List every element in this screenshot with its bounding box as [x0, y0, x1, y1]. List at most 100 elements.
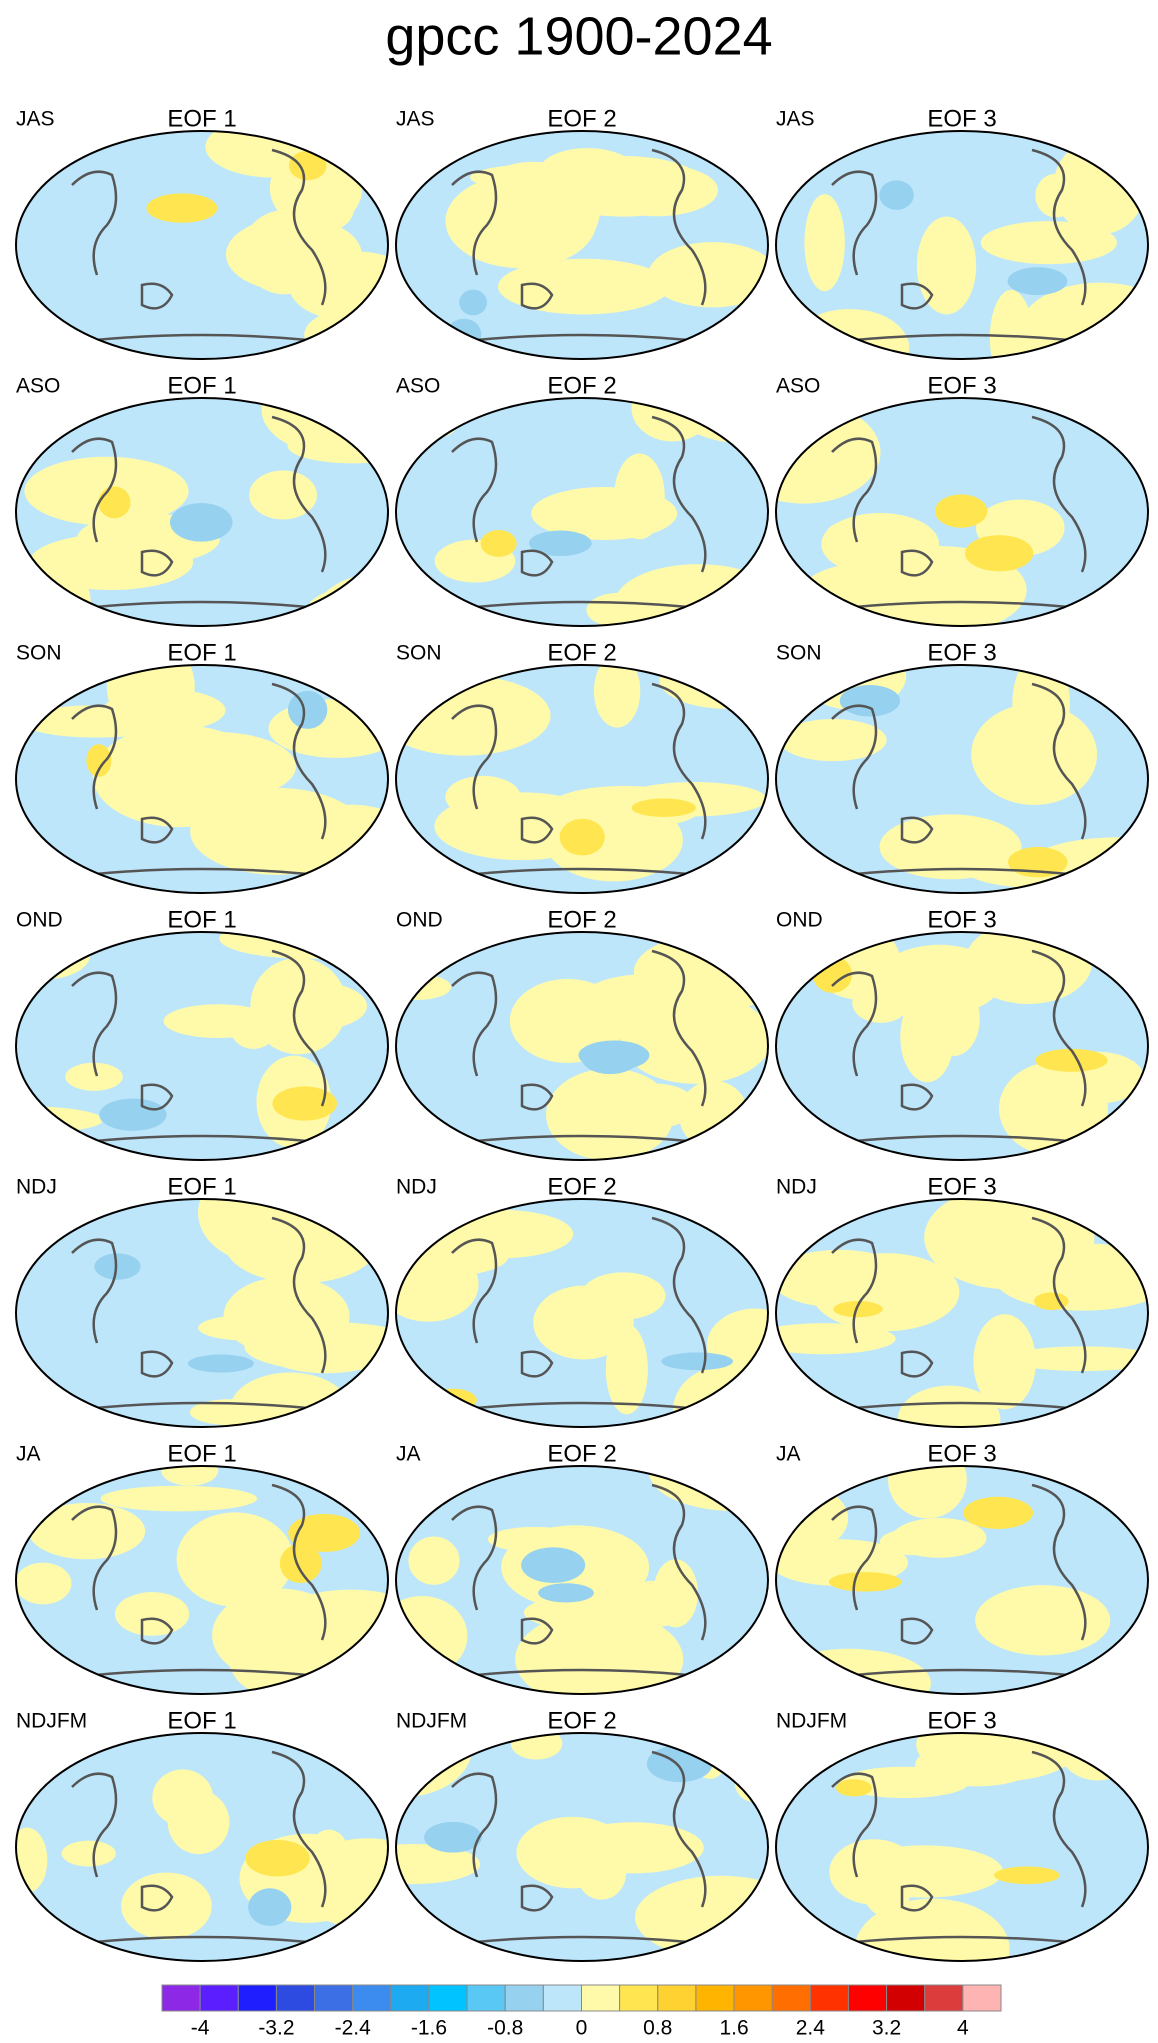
panel-title: EOF 3: [927, 105, 996, 132]
positive-region: [776, 1249, 909, 1308]
season-label: NDJFM: [396, 1710, 467, 1733]
strong-region: [879, 180, 914, 210]
panel-title: EOF 1: [167, 1173, 236, 1200]
positive-region: [176, 1512, 294, 1607]
season-label: OND: [776, 909, 823, 932]
map-border: [15, 931, 389, 1161]
positive-region: [916, 216, 977, 315]
positive-region: [212, 1588, 348, 1682]
map-field: [16, 1199, 388, 1427]
positive-region: [888, 1466, 967, 1519]
strong-region: [538, 1583, 594, 1603]
colorbar-box: [199, 1984, 239, 2012]
colorbar-box: [657, 1984, 697, 2012]
map-panel: [395, 1198, 769, 1428]
positive-region: [620, 993, 768, 1084]
positive-region: [605, 1324, 648, 1415]
panel-title: EOF 3: [927, 906, 996, 933]
coastline: [811, 682, 1113, 881]
map-border: [15, 1465, 389, 1695]
map-border: [15, 397, 389, 627]
positive-region: [445, 775, 521, 818]
colorbar-tick-label: 4: [957, 2017, 969, 2040]
panel-title: EOF 2: [547, 1707, 616, 1734]
positive-region: [16, 1562, 72, 1605]
coastline: [811, 148, 1113, 347]
positive-region: [515, 1610, 684, 1694]
map-border: [395, 931, 769, 1161]
colorbar-tick-label: -0.8: [487, 2017, 523, 2040]
map-panel: [15, 664, 389, 894]
positive-region: [562, 1822, 704, 1874]
season-label: SON: [396, 642, 442, 665]
map-field: [396, 665, 768, 893]
positive-region: [1007, 1346, 1148, 1372]
map-panel: [15, 1732, 389, 1962]
panel-title: EOF 2: [547, 906, 616, 933]
map-field: [16, 1733, 388, 1961]
season-label: ASO: [776, 375, 820, 398]
strong-region: [1007, 267, 1068, 296]
map-border: [395, 130, 769, 360]
colorbar-box: [809, 1984, 849, 2012]
positive-region: [776, 1323, 896, 1355]
strong-region: [963, 1496, 1034, 1529]
season-label: JA: [776, 1443, 801, 1466]
colorbar-box: [847, 1984, 888, 2012]
map-panel: [775, 1198, 1149, 1428]
coastline: [431, 949, 733, 1148]
map-field: [16, 1466, 388, 1694]
positive-region: [1083, 1466, 1148, 1502]
map-panel: [15, 1198, 389, 1428]
positive-region: [61, 1840, 116, 1867]
map-panel: [395, 130, 769, 360]
season-label: NDJ: [776, 1176, 817, 1199]
season-label: SON: [776, 642, 822, 665]
positive-region: [114, 1592, 190, 1636]
strong-region: [279, 1543, 322, 1584]
colorbar-tick-label: -4: [191, 2017, 210, 2040]
panel-title: EOF 3: [927, 372, 996, 399]
strong-region: [521, 1547, 586, 1583]
positive-region: [980, 221, 1117, 265]
map-border: [775, 397, 1149, 627]
map-panel: [775, 1465, 1149, 1695]
panel-title: EOF 1: [167, 639, 236, 666]
coastline: [51, 1750, 353, 1949]
map-panel: [775, 931, 1149, 1161]
positive-region: [915, 1743, 1037, 1787]
colorbar-tick-label: 1.6: [719, 2017, 748, 2040]
map-border: [395, 1732, 769, 1962]
strong-region: [528, 530, 592, 557]
strong-region: [1035, 1048, 1108, 1072]
positive-region: [301, 810, 388, 890]
positive-region: [16, 932, 91, 980]
panel-title: EOF 1: [167, 105, 236, 132]
positive-region: [1058, 1733, 1137, 1781]
positive-region: [533, 998, 644, 1043]
positive-region: [28, 1502, 146, 1560]
coastline: [51, 949, 353, 1148]
strong-region: [994, 1866, 1060, 1885]
colorbar-box: [581, 1984, 621, 2012]
map-field: [16, 932, 388, 1160]
positive-region: [987, 1206, 1052, 1245]
coastline: [51, 682, 353, 881]
map-panel: [15, 130, 389, 360]
positive-region: [998, 1061, 1108, 1156]
map-field: [16, 398, 388, 626]
map-border: [395, 397, 769, 627]
strong-region: [98, 486, 131, 519]
colorbar-tick-label: -1.6: [411, 2017, 447, 2040]
coastline: [51, 415, 353, 614]
positive-region: [634, 1875, 768, 1959]
season-label: JA: [16, 1443, 41, 1466]
strong-region: [288, 150, 327, 181]
positive-region: [161, 1466, 219, 1486]
positive-region: [1053, 138, 1146, 235]
map-border: [775, 931, 1149, 1161]
strong-region: [99, 1098, 167, 1131]
coastline: [431, 682, 733, 881]
coastline: [811, 1750, 1113, 1949]
positive-region: [396, 675, 551, 756]
